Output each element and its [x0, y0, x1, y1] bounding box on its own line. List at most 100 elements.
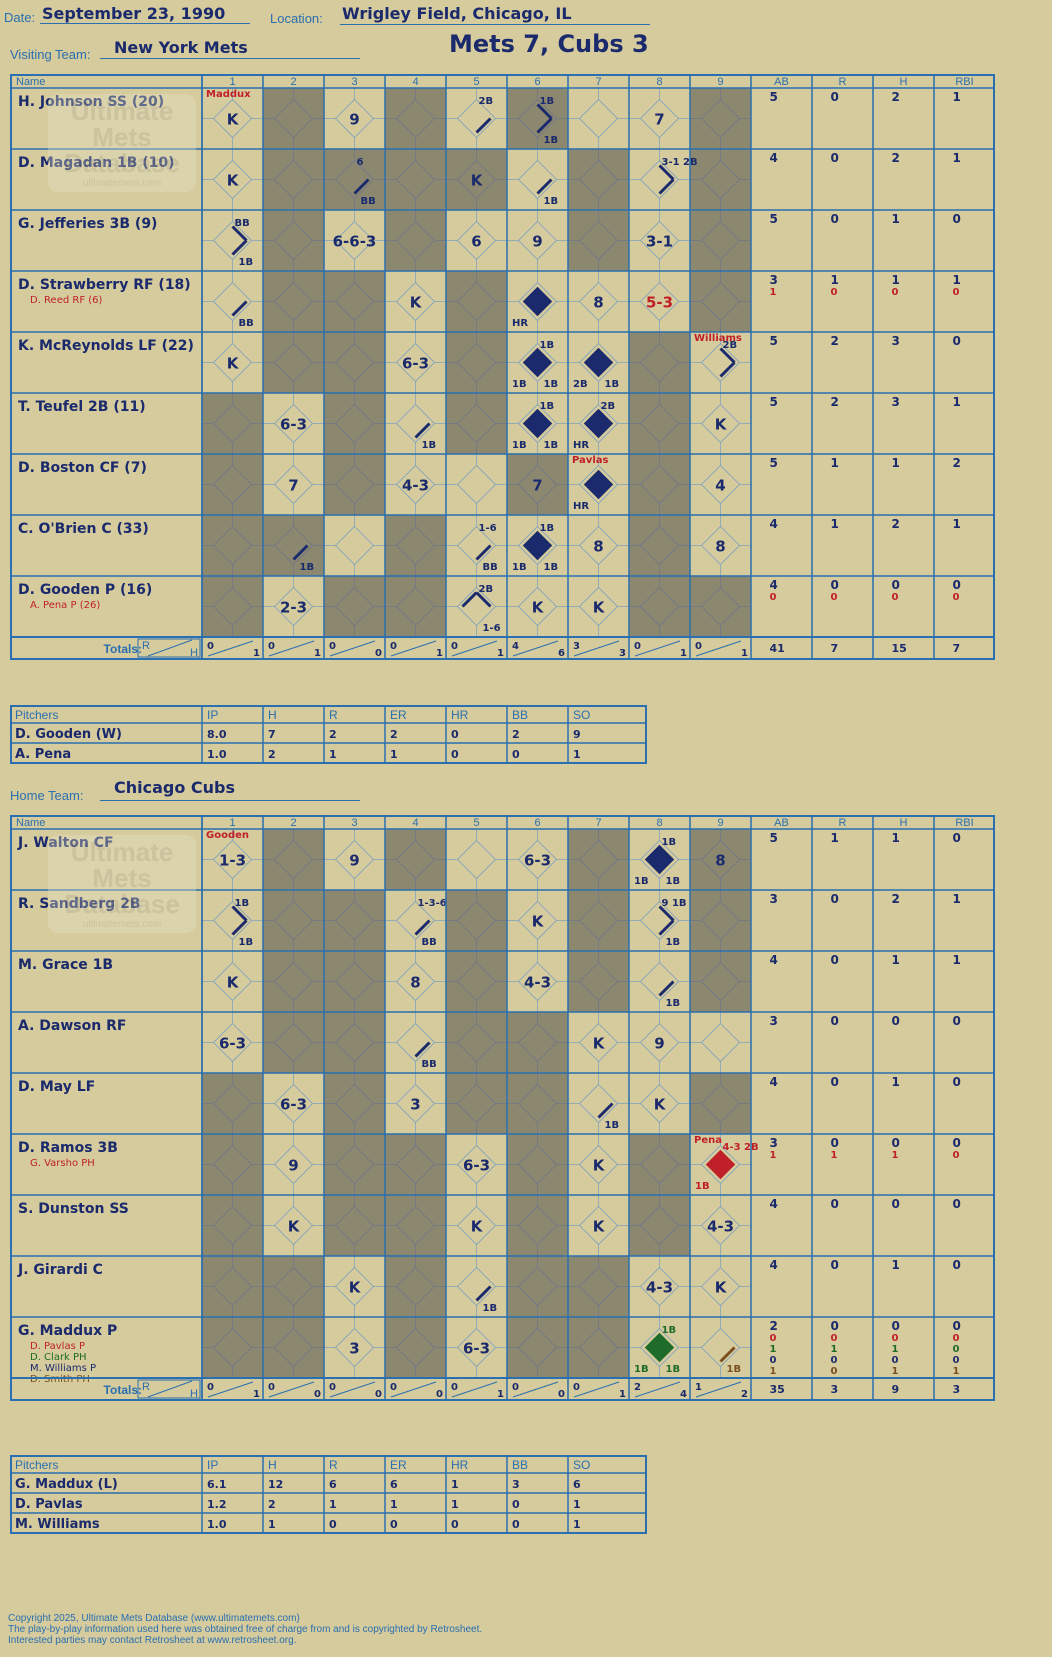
play-note: 1B — [540, 96, 555, 107]
pitching-header: HR — [451, 1458, 469, 1472]
home-team-name: Chicago Cubs — [114, 778, 236, 797]
inning-total-slash — [390, 640, 437, 657]
pitching-stat: 2 — [268, 1498, 276, 1511]
play-note: 1B — [512, 562, 527, 573]
player-stat: 1 — [892, 1075, 900, 1089]
play-note: 9 1B — [662, 898, 687, 909]
player-stat: 5 — [770, 395, 778, 409]
pitching-stat: 1.2 — [207, 1498, 227, 1511]
player-name: D. May LF — [18, 1079, 95, 1095]
pitcher-change-note: Maddux — [206, 89, 251, 100]
play-result: K — [288, 1218, 301, 1236]
player-stat: 0 — [892, 1136, 900, 1150]
player-stat: 0 — [831, 1319, 839, 1333]
player-name: D. Strawberry RF (18) — [18, 277, 191, 293]
inning-hits: 0 — [375, 1389, 382, 1400]
basepath-segment — [719, 347, 736, 364]
player-stat: 0 — [892, 592, 899, 603]
substitute-name: D. Clark PH — [30, 1352, 87, 1363]
game-title: Mets 7, Cubs 3 — [449, 30, 649, 58]
basepath-segment — [461, 591, 478, 608]
sheet-border — [10, 74, 995, 660]
play-note: 1B — [605, 379, 620, 390]
stat-header: RBI — [955, 817, 973, 829]
player-stat: 0 — [953, 1355, 960, 1366]
player-stat: 0 — [831, 578, 839, 592]
play-result: 3 — [349, 1340, 359, 1358]
player-name: C. O'Brien C (33) — [18, 521, 149, 537]
inning-total-slash — [634, 1381, 681, 1398]
pitching-stat: 1 — [268, 1518, 276, 1531]
substitute-name: D. Pavlas P — [30, 1341, 85, 1352]
pitching-stat: 2 — [268, 748, 276, 761]
inning-runs: 0 — [390, 641, 397, 652]
play-result: 6-3 — [219, 1035, 246, 1053]
visitors-scorecard: Name 1 2 3 4 5 6 7 8 9 AB R H RBI H. Johnson SS (20) 5 0… — [10, 74, 995, 660]
inning-total-slash — [512, 640, 559, 657]
pitching-header: Pitchers — [15, 708, 58, 722]
base-diamond — [456, 839, 497, 880]
team-total-stat: 41 — [770, 642, 785, 655]
player-stat: 2 — [892, 90, 900, 104]
player-stat: 0 — [831, 1197, 839, 1211]
player-name: G. Maddux P — [18, 1323, 117, 1339]
play-note: 1B — [300, 562, 315, 573]
inning-total-slash — [268, 640, 315, 657]
player-stat: 0 — [892, 287, 899, 298]
pitching-stat: 0 — [390, 1518, 398, 1531]
play-note: 2B — [723, 340, 738, 351]
player-name: M. Grace 1B — [18, 957, 113, 973]
totals-r-label: R — [142, 1381, 150, 1393]
player-name: S. Dunston SS — [18, 1201, 129, 1217]
pitching-header: IP — [207, 1458, 218, 1472]
player-stat: 5 — [770, 831, 778, 845]
play-note: 1B — [727, 1364, 742, 1375]
inning-runs: 0 — [512, 1382, 519, 1393]
inning-runs: 0 — [207, 1382, 214, 1393]
player-name: K. McReynolds LF (22) — [18, 338, 194, 354]
player-stat: 0 — [892, 1319, 900, 1333]
inning-hits: 0 — [314, 1389, 321, 1400]
pitcher-name: D. Pavlas — [15, 1497, 83, 1512]
play-result: 7 — [288, 477, 298, 495]
basepath-segment — [231, 239, 248, 256]
player-stat: 1 — [831, 273, 839, 287]
pitching-stat: 6 — [329, 1478, 337, 1491]
team-total-stat: 3 — [953, 1383, 961, 1396]
pitching-header: BB — [512, 1458, 528, 1472]
play-note: 3-1 2B — [662, 157, 698, 168]
inning-runs: 0 — [207, 641, 214, 652]
pitching-stat: 1 — [329, 748, 337, 761]
pitching-stat: 9 — [573, 728, 581, 741]
inning-header: 4 — [412, 817, 418, 829]
player-stat: 5 — [770, 90, 778, 104]
basepath-segment — [597, 1102, 614, 1119]
player-name: D. Boston CF (7) — [18, 460, 147, 476]
player-stat: 0 — [831, 1136, 839, 1150]
team-total-stat: 7 — [953, 642, 961, 655]
pitching-header: H — [268, 708, 277, 722]
player-stat: 2 — [953, 456, 961, 470]
play-result: K — [227, 355, 240, 373]
inning-runs: 0 — [268, 641, 275, 652]
pitching-stat: 1 — [390, 748, 398, 761]
stat-header: R — [839, 76, 847, 88]
run-scored-diamond — [644, 844, 675, 875]
inning-hits: 0 — [436, 1389, 443, 1400]
location-label: Location: — [270, 11, 323, 26]
inning-hits: 3 — [619, 648, 626, 659]
play-note: 1B — [235, 898, 250, 909]
play-note: HR — [512, 318, 528, 329]
player-stat: 1 — [831, 831, 839, 845]
inning-runs: 0 — [573, 1382, 580, 1393]
pitching-stat: 0 — [512, 1498, 520, 1511]
inning-runs: 2 — [634, 1382, 641, 1393]
totals-h-label: H — [190, 647, 198, 659]
inning-hits: 1 — [619, 1389, 626, 1400]
player-stat: 1 — [892, 1366, 899, 1377]
pitching-header: H — [268, 1458, 277, 1472]
player-stat: 3 — [892, 395, 900, 409]
base-diamond — [334, 525, 375, 566]
play-result: 6-3 — [524, 852, 551, 870]
play-note: 1B — [544, 135, 559, 146]
